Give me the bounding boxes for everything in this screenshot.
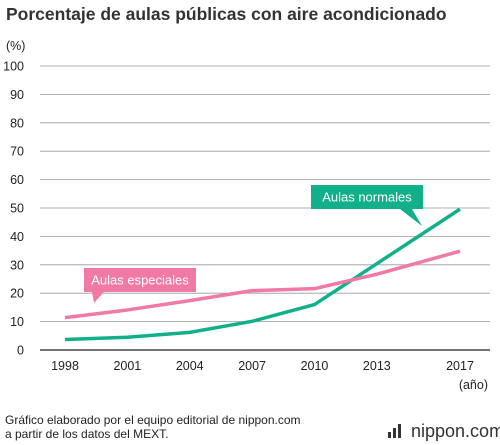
y-tick-label: 60	[10, 173, 24, 187]
series-line	[64, 207, 461, 342]
y-tick-label: 90	[10, 88, 24, 102]
x-tick-label: 2001	[113, 359, 141, 373]
y-tick-label: 0	[17, 344, 24, 358]
x-tick-label: 2004	[176, 359, 204, 373]
source-note-line-1: Gráfico elaborado por el equipo editoria…	[5, 413, 301, 427]
source-note: Gráfico elaborado por el equipo editoria…	[5, 413, 301, 441]
y-tick-label: 50	[10, 202, 24, 216]
x-axis-unit: (año)	[459, 378, 488, 392]
series-label-pointer	[92, 292, 104, 303]
chart-title: Porcentaje de aulas públicas con aire ac…	[6, 4, 447, 24]
y-tick-label: 10	[10, 315, 24, 329]
series-label-pointer	[400, 209, 422, 226]
y-tick-label: 100	[3, 60, 24, 74]
series-label-box	[84, 268, 196, 292]
series-label-layer: Aulas normales Aulas especiales	[84, 185, 423, 303]
x-tick-label: 2017	[446, 359, 474, 373]
y-tick-label: 80	[10, 116, 24, 130]
series-label: Aulas especiales	[91, 273, 189, 288]
series-label-box	[311, 185, 423, 209]
series-line	[64, 249, 461, 320]
y-tick-label: 30	[10, 258, 24, 272]
series-layer	[64, 207, 461, 342]
axis-layer: 0 10 20 30 40 50 60 70 80 90 100 (%) 1998 2001 2004 200…	[3, 39, 488, 392]
x-tick-label: 2010	[301, 359, 329, 373]
series-label: Aulas normales	[322, 190, 412, 205]
line-chart: 0 10 20 30 40 50 60 70 80 90 100 (%) 1998 2001 2004 200…	[3, 39, 490, 392]
y-tick-label: 20	[10, 287, 24, 301]
brand-name: nippon.com	[411, 421, 500, 441]
x-tick-label: 1998	[51, 359, 79, 373]
brand-logo: nippon.com	[388, 421, 500, 442]
y-tick-label: 70	[10, 145, 24, 159]
source-note-line-2: a partir de los datos del MEXT.	[5, 427, 169, 441]
nippon-logo-icon	[388, 423, 406, 440]
x-tick-label: 2007	[238, 359, 266, 373]
y-tick-label: 40	[10, 230, 24, 244]
y-axis-unit: (%)	[6, 39, 25, 53]
x-tick-label: 2013	[363, 359, 391, 373]
